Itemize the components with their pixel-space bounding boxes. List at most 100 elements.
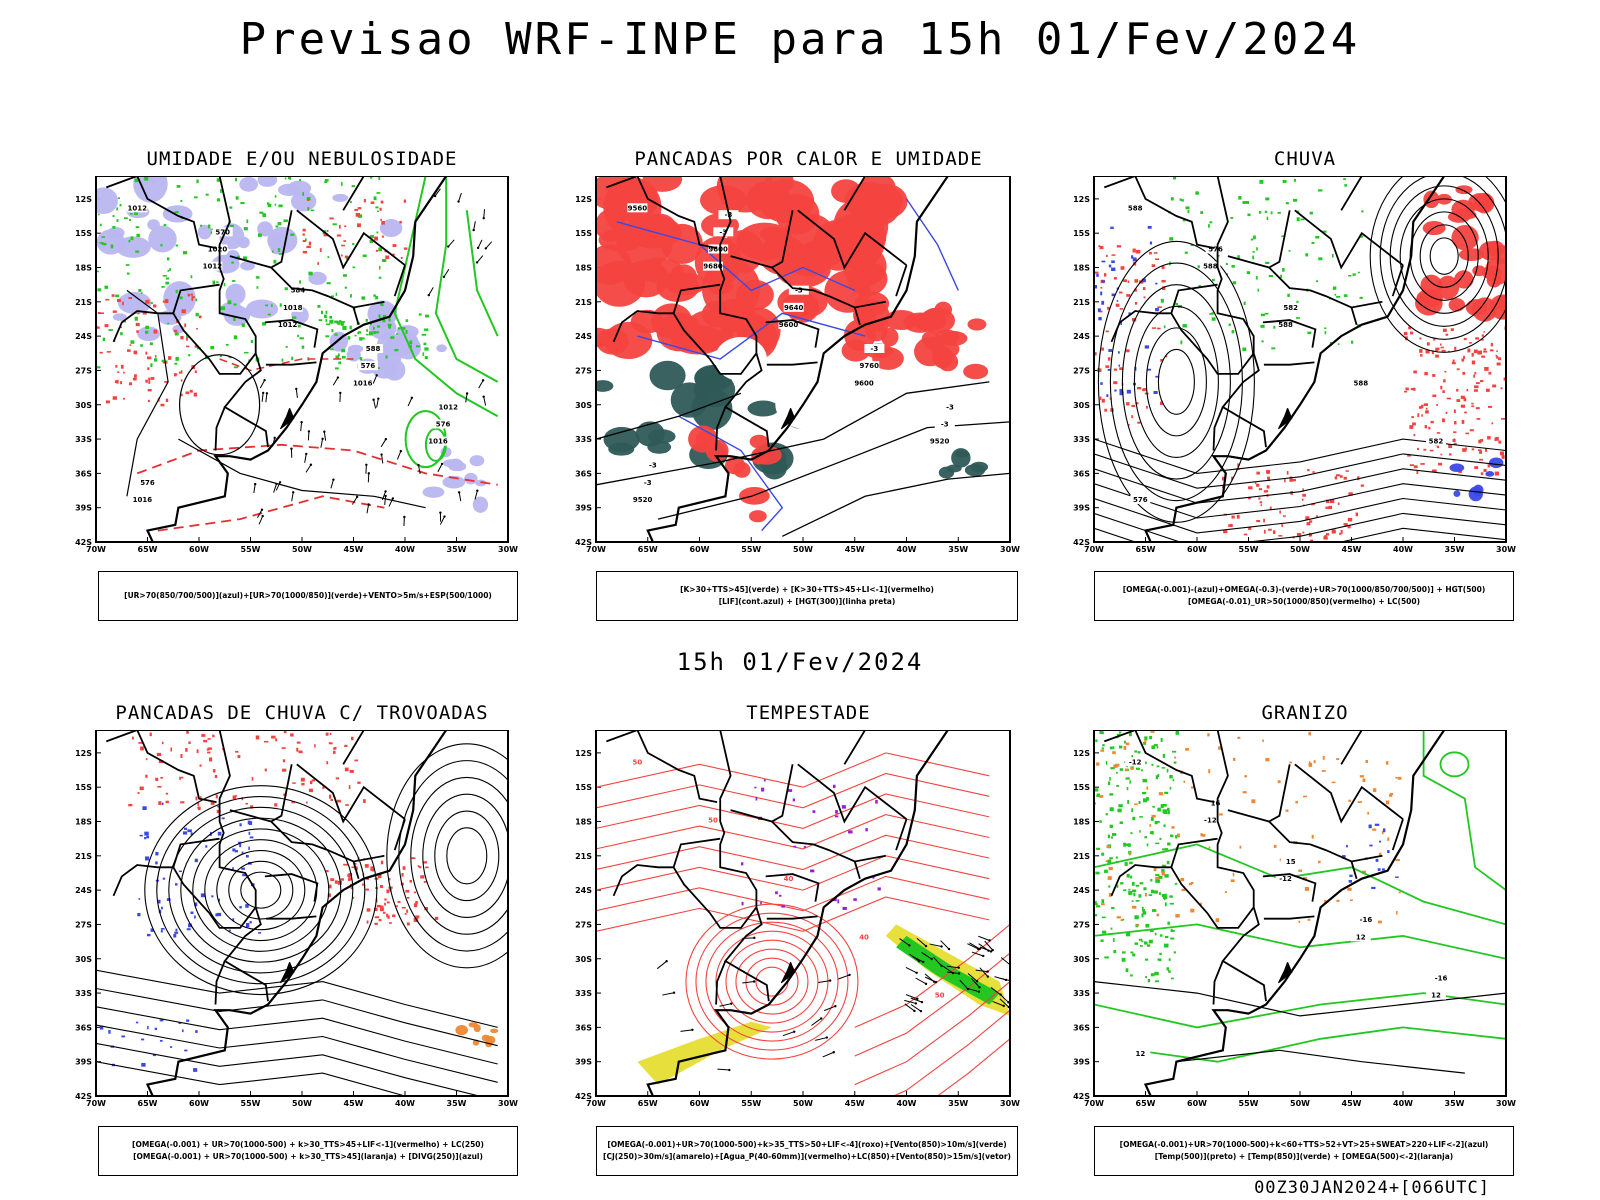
- wind-vector-head: [819, 1017, 823, 1020]
- streamline: [1157, 348, 1195, 415]
- humidity-green-cell: [195, 298, 198, 302]
- temp850-green-cell: [1094, 802, 1096, 805]
- temp850-green-cell: [1099, 730, 1103, 734]
- rain-red-cell: [1471, 405, 1475, 408]
- wind-vector-head: [443, 515, 446, 518]
- red-cell: [308, 241, 312, 246]
- purple-cell: [775, 891, 778, 895]
- omega-orange-cell: [1348, 799, 1352, 802]
- humidity-lavender-area: [442, 475, 466, 489]
- rain-green-cell: [1260, 313, 1265, 317]
- humidity-lavender-area: [117, 291, 152, 315]
- omega-orange-cell: [1096, 762, 1100, 766]
- humidity-green-cell: [225, 343, 229, 346]
- hail-blue-cell: [1348, 880, 1353, 883]
- temp850-green-cell: [1126, 787, 1129, 791]
- rain-green-cell: [1242, 347, 1247, 352]
- rain-red-cell: [1247, 497, 1251, 500]
- divergence-blue-cell: [152, 1053, 157, 1057]
- storm-red-cell: [180, 753, 183, 758]
- political-border: [606, 730, 718, 803]
- rain-red-cell: [1161, 279, 1166, 283]
- humidity-green-cell: [338, 361, 342, 365]
- political-border: [672, 312, 758, 375]
- storm-red-cell: [379, 884, 383, 889]
- temp850-green-cell: [1141, 906, 1144, 910]
- x-tick-label: 50W: [292, 1099, 312, 1108]
- rain-red-cell: [1286, 471, 1289, 475]
- storm-red-cell: [212, 769, 216, 773]
- wind-vector: [990, 987, 1001, 996]
- omega-orange-cell: [1232, 872, 1235, 877]
- humidity-green-cell: [324, 314, 327, 319]
- temp850-green-cell: [1095, 739, 1098, 743]
- rain-green-cell: [1315, 280, 1319, 283]
- temp850-green-cell: [1164, 791, 1169, 794]
- temp850-green-cell: [1170, 929, 1175, 932]
- temp850-green-cell: [1107, 781, 1111, 786]
- humidity-green-cell: [382, 314, 387, 319]
- storm-red-cell: [413, 891, 417, 894]
- storm-red-cell: [206, 748, 210, 751]
- humidity-green-cell: [335, 292, 338, 296]
- contour-label-bg: [1350, 378, 1371, 388]
- storm-red-cell: [201, 734, 206, 737]
- wind-vector-head: [825, 1036, 829, 1039]
- rain-red-cell: [1467, 348, 1471, 353]
- rain-red-cell: [1334, 476, 1338, 480]
- political-border: [223, 907, 269, 1002]
- divergence-blue-cell: [239, 906, 242, 909]
- political-border: [1262, 873, 1317, 902]
- humidity-green-cell: [424, 347, 429, 351]
- omega-orange-cell: [1123, 745, 1127, 750]
- wind-vector: [388, 498, 394, 507]
- wind-vector: [680, 1029, 693, 1032]
- humidity-green-cell: [278, 253, 283, 255]
- streamline: [386, 743, 508, 969]
- legend-pancadas-calor: [K>30+TTS>45](verde) + [K>30+TTS>45+LI<-…: [596, 571, 1018, 621]
- wind-vector: [259, 379, 266, 389]
- run-time-footer: 00Z30JAN2024+[066UTC]: [1254, 1178, 1490, 1198]
- humidity-green-cell: [125, 264, 130, 266]
- humidity-green-cell: [337, 322, 341, 325]
- temp850-green-cell: [1113, 950, 1117, 954]
- red-streamline: [715, 930, 829, 1033]
- red-cell: [135, 322, 140, 327]
- humidity-lavender-area: [346, 348, 361, 362]
- hail-blue-cell: [1395, 876, 1399, 878]
- red-cell: [145, 379, 148, 383]
- y-tick-label: 42S: [75, 538, 92, 547]
- humidity-green-cell: [284, 177, 287, 180]
- heat-red-area: [824, 270, 871, 313]
- rain-red-cell: [1301, 498, 1304, 501]
- streamline: [422, 793, 508, 918]
- humidity-lavender-area: [383, 359, 406, 381]
- wind-vector-head: [924, 982, 928, 986]
- y-tick-label: 36S: [1073, 1023, 1090, 1032]
- temp850-green-cell: [1112, 833, 1117, 836]
- omega-orange-cell: [1373, 788, 1377, 793]
- rain-green-cell: [1348, 274, 1352, 277]
- red-cell: [380, 218, 382, 221]
- rain-red-cell: [1478, 439, 1482, 444]
- contour-label: -3: [871, 345, 879, 353]
- humidity-green-cell: [375, 296, 379, 300]
- x-tick-label: 45W: [344, 1099, 364, 1108]
- storm-red-cell: [417, 865, 420, 868]
- storm-red-cell: [348, 878, 351, 882]
- x-tick-label: 40W: [1393, 1099, 1413, 1108]
- red-cell: [302, 250, 308, 254]
- temp850-green-cell: [1102, 744, 1105, 747]
- rain-green-cell: [1230, 216, 1234, 219]
- political-border: [1170, 866, 1255, 929]
- x-tick-label: 70W: [586, 545, 606, 554]
- rain-red-cell: [1099, 396, 1102, 400]
- wind-vector-head: [447, 245, 450, 248]
- divergence-blue-cell: [162, 877, 166, 880]
- y-tick-label: 24S: [575, 332, 592, 341]
- rain-red-cell: [1435, 348, 1439, 351]
- storm-red-cell: [264, 768, 267, 772]
- contour-label: 588: [366, 345, 381, 353]
- storm-red-cell: [376, 904, 381, 908]
- rain-red-cell: [1248, 486, 1253, 490]
